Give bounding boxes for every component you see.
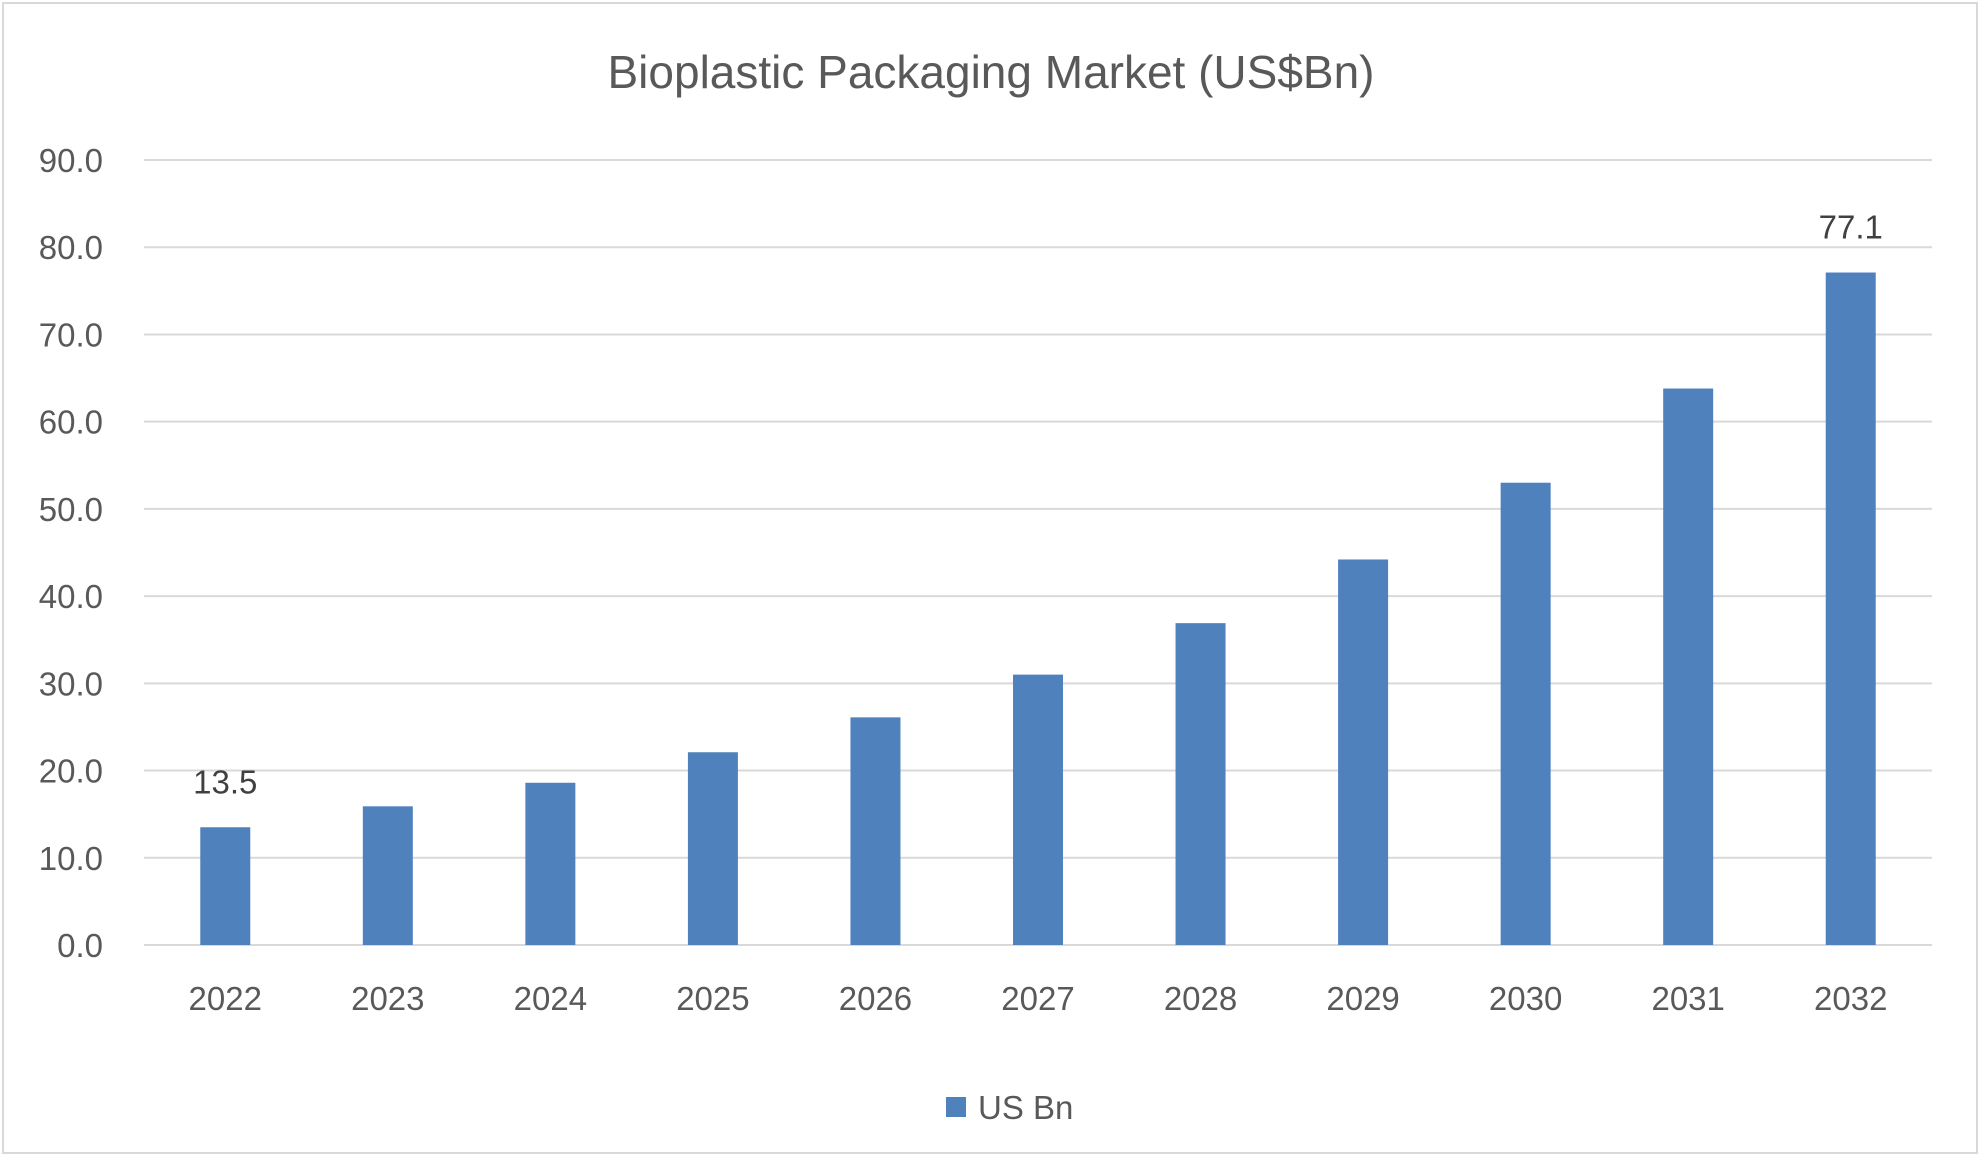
- x-tick-label: 2028: [1164, 980, 1237, 1017]
- y-tick-label: 70.0: [39, 316, 103, 353]
- y-axis-tick-labels: 0.0 10.0 20.0 30.0 40.0 50.0 60.0 70.0 80.0 90.0: [39, 142, 103, 964]
- x-tick-label: 2029: [1326, 980, 1399, 1017]
- gridlines: [144, 159, 1932, 946]
- legend-swatch-us-bn: [946, 1097, 966, 1117]
- bar-2032: [1825, 272, 1876, 945]
- x-tick-label: 2025: [676, 980, 749, 1017]
- bar-2030: [1500, 482, 1551, 945]
- x-tick-label: 2026: [839, 980, 912, 1017]
- bar-2024: [525, 782, 576, 945]
- y-tick-label: 0.0: [57, 927, 103, 964]
- x-axis-tick-labels: 2022 2023 2024 2025 2026 2027 2028 2029 2030 2031…: [189, 980, 1888, 1017]
- y-tick-label: 10.0: [39, 840, 103, 877]
- y-tick-label: 30.0: [39, 665, 103, 702]
- bar-2026: [850, 717, 901, 945]
- bar-2028: [1175, 623, 1226, 945]
- bar-2029: [1338, 559, 1389, 945]
- bar-2022: [200, 827, 251, 945]
- data-label-2022: 13.5: [193, 763, 257, 800]
- y-tick-label: 90.0: [39, 142, 103, 179]
- chart-title: Bioplastic Packaging Market (US$Bn): [608, 46, 1375, 98]
- y-tick-label: 80.0: [39, 229, 103, 266]
- x-tick-label: 2032: [1814, 980, 1887, 1017]
- bar-2023: [362, 806, 413, 945]
- bar-2031: [1663, 388, 1714, 945]
- legend-label-us-bn: US Bn: [978, 1089, 1073, 1126]
- bars: [200, 272, 1876, 945]
- y-tick-label: 60.0: [39, 404, 103, 441]
- data-labels: 13.5 77.1: [193, 209, 1883, 801]
- x-tick-label: 2023: [351, 980, 424, 1017]
- x-tick-label: 2024: [514, 980, 587, 1017]
- x-tick-label: 2030: [1489, 980, 1562, 1017]
- y-tick-label: 40.0: [39, 578, 103, 615]
- y-tick-label: 50.0: [39, 491, 103, 528]
- y-tick-label: 20.0: [39, 753, 103, 790]
- x-tick-label: 2027: [1001, 980, 1074, 1017]
- data-label-2032: 77.1: [1819, 209, 1883, 246]
- bar-2025: [687, 752, 738, 945]
- legend: US Bn: [946, 1089, 1073, 1126]
- x-tick-label: 2022: [189, 980, 262, 1017]
- x-tick-label: 2031: [1651, 980, 1724, 1017]
- bar-2027: [1013, 674, 1063, 945]
